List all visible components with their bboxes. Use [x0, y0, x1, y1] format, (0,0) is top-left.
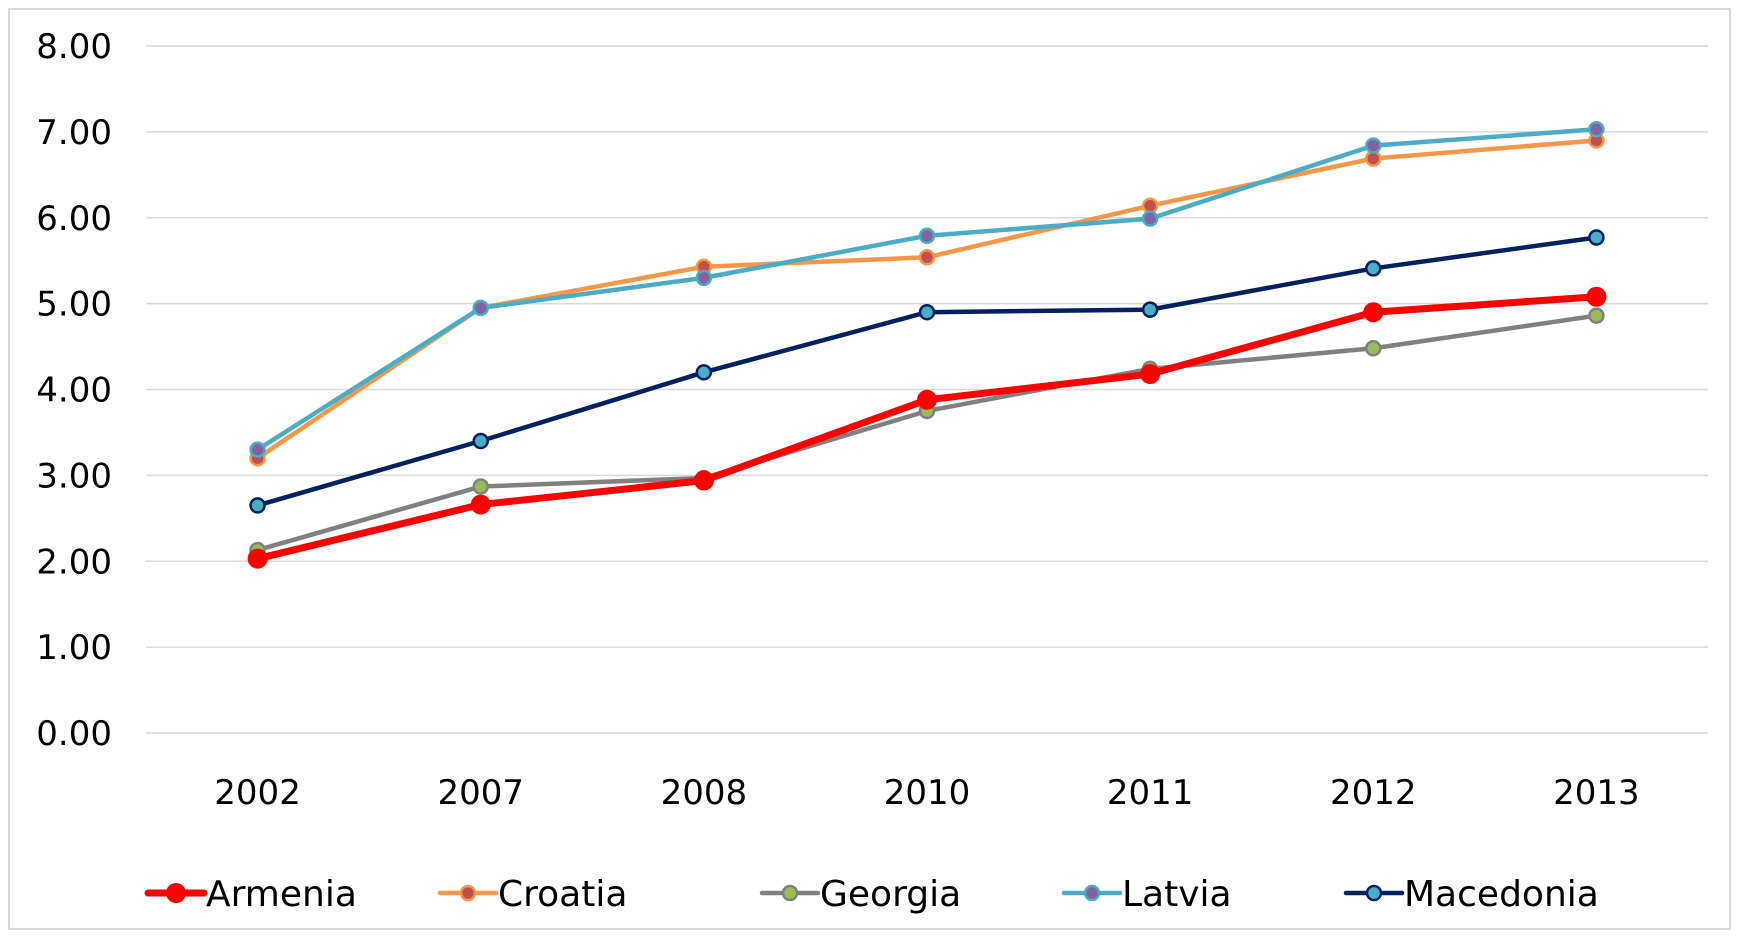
data-point: [1588, 307, 1605, 324]
y-tick-label: 3.00: [36, 456, 112, 496]
x-tick-label: 2010: [884, 773, 971, 813]
series-armenia: [247, 286, 1607, 569]
data-point: [1140, 364, 1161, 385]
y-axis-tick-labels: 0.00 1.00 2.00 3.00 4.00 5.00 6.00 7.00 8.00: [36, 27, 112, 754]
legend-item-georgia: Georgia: [759, 874, 961, 915]
series-macedonia: [249, 229, 1605, 514]
legend-item-macedonia: Macedonia: [1343, 874, 1599, 915]
x-tick-label: 2013: [1553, 773, 1640, 813]
x-tick-label: 2002: [214, 773, 301, 813]
legend-item-croatia: Croatia: [437, 874, 627, 915]
chart-frame: [8, 8, 1731, 930]
y-tick-label: 6.00: [36, 199, 112, 239]
data-point: [1141, 210, 1159, 227]
series-line: [254, 293, 1600, 563]
data-point: [1588, 121, 1605, 138]
legend-item-latvia: Latvia: [1061, 874, 1232, 915]
legend-label: Croatia: [498, 874, 627, 915]
data-point: [1365, 137, 1382, 154]
data-point: [695, 269, 713, 287]
y-tick-label: 5.00: [36, 285, 112, 325]
y-tick-label: 1.00: [36, 628, 112, 668]
series-line: [255, 313, 1599, 553]
y-tick-label: 0.00: [36, 714, 112, 754]
data-point: [1141, 301, 1159, 318]
data-point: [470, 494, 491, 515]
legend-swatch-marker: [1365, 884, 1383, 902]
data-point: [693, 470, 714, 491]
data-point: [917, 389, 937, 410]
legend-label: Georgia: [820, 874, 961, 915]
x-tick-label: 2011: [1107, 773, 1194, 813]
x-axis-tick-labels: 2002 2007 2008 2010 2011 2012 2013: [214, 773, 1639, 813]
x-tick-label: 2012: [1330, 773, 1417, 813]
data-point: [1588, 229, 1605, 246]
data-point: [247, 548, 268, 569]
legend-label: Latvia: [1122, 874, 1232, 915]
y-tick-label: 7.00: [36, 113, 112, 153]
data-point: [1363, 302, 1384, 323]
legend: Armenia Croatia Georgia Latvia Macedonia: [144, 874, 1599, 915]
series-georgia: [249, 307, 1605, 559]
data-point: [1365, 340, 1382, 357]
series-line: [255, 235, 1599, 508]
legend-swatch-marker: [781, 884, 799, 902]
legend-label: Macedonia: [1404, 874, 1599, 915]
legend-swatch-marker: [459, 884, 477, 902]
series-lines: [247, 121, 1607, 569]
data-point: [695, 364, 713, 381]
data-point: [249, 497, 266, 514]
y-tick-label: 8.00: [36, 27, 112, 67]
x-tick-label: 2008: [661, 773, 748, 813]
data-point: [249, 441, 266, 458]
legend-swatch-marker: [1083, 884, 1101, 902]
y-tick-label: 2.00: [36, 542, 112, 582]
data-point: [918, 249, 936, 266]
data-point: [472, 432, 489, 450]
data-point: [472, 299, 489, 317]
legend-item-armenia: Armenia: [144, 874, 357, 915]
series-latvia: [249, 121, 1605, 458]
x-tick-label: 2007: [437, 773, 524, 813]
y-tick-label: 4.00: [36, 371, 112, 411]
legend-swatch-marker: [166, 883, 186, 903]
data-point: [918, 303, 936, 321]
data-point: [472, 478, 489, 495]
data-point: [1586, 286, 1607, 307]
legend-label: Armenia: [206, 874, 357, 915]
data-point: [918, 227, 936, 245]
data-point: [1365, 260, 1382, 277]
